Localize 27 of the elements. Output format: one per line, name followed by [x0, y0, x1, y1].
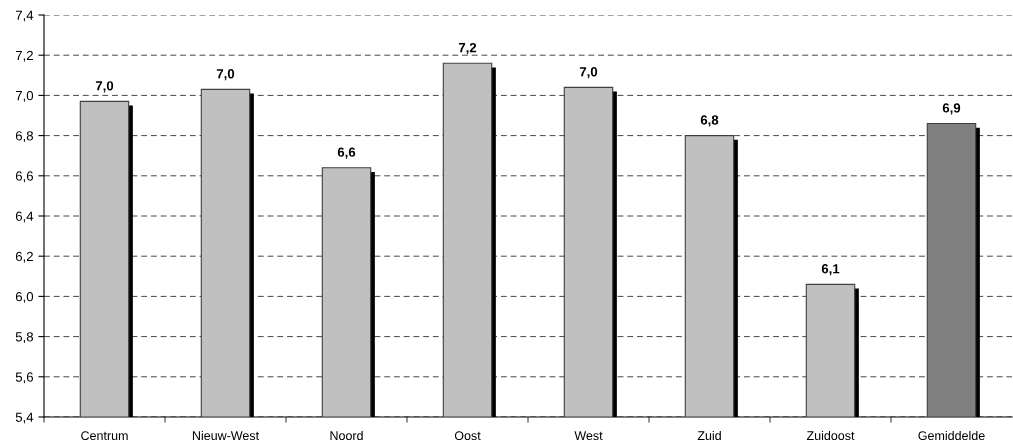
- y-tick-label: 7,4: [15, 10, 34, 22]
- data-label: 6,8: [700, 115, 719, 127]
- data-label: 7,0: [95, 81, 114, 93]
- data-label: 6,1: [821, 264, 840, 276]
- y-tick-label: 5,8: [15, 332, 34, 344]
- x-tick-label: Gemiddelde: [918, 430, 985, 441]
- data-label: 7,2: [458, 42, 477, 55]
- y-tick-label: 6,6: [15, 171, 34, 183]
- data-label: 6,9: [942, 103, 961, 115]
- y-tick-label: 5,6: [15, 372, 34, 384]
- y-tick-label: 6,2: [15, 251, 33, 263]
- x-tick-label: Zuidoost: [806, 430, 855, 441]
- data-label: 7,0: [579, 67, 598, 79]
- x-tick-label: Zuid: [697, 430, 721, 441]
- y-tick-label: 5,4: [15, 412, 34, 424]
- x-tick-label: Nieuw-West: [192, 430, 259, 441]
- x-tick-label: West: [574, 431, 603, 441]
- data-label: 6,6: [337, 147, 356, 159]
- y-tick-label: 6,0: [15, 291, 34, 303]
- x-tick-label: Oost: [454, 431, 481, 441]
- y-tick-label: 7,2: [15, 50, 33, 62]
- y-tick-label: 6,4: [15, 211, 34, 223]
- x-tick-label: Centrum: [81, 431, 128, 441]
- x-tick-label: Noord: [330, 430, 363, 441]
- y-tick-label: 7,0: [15, 90, 34, 102]
- y-tick-label: 6,8: [15, 131, 34, 143]
- data-label: 7,0: [216, 69, 235, 81]
